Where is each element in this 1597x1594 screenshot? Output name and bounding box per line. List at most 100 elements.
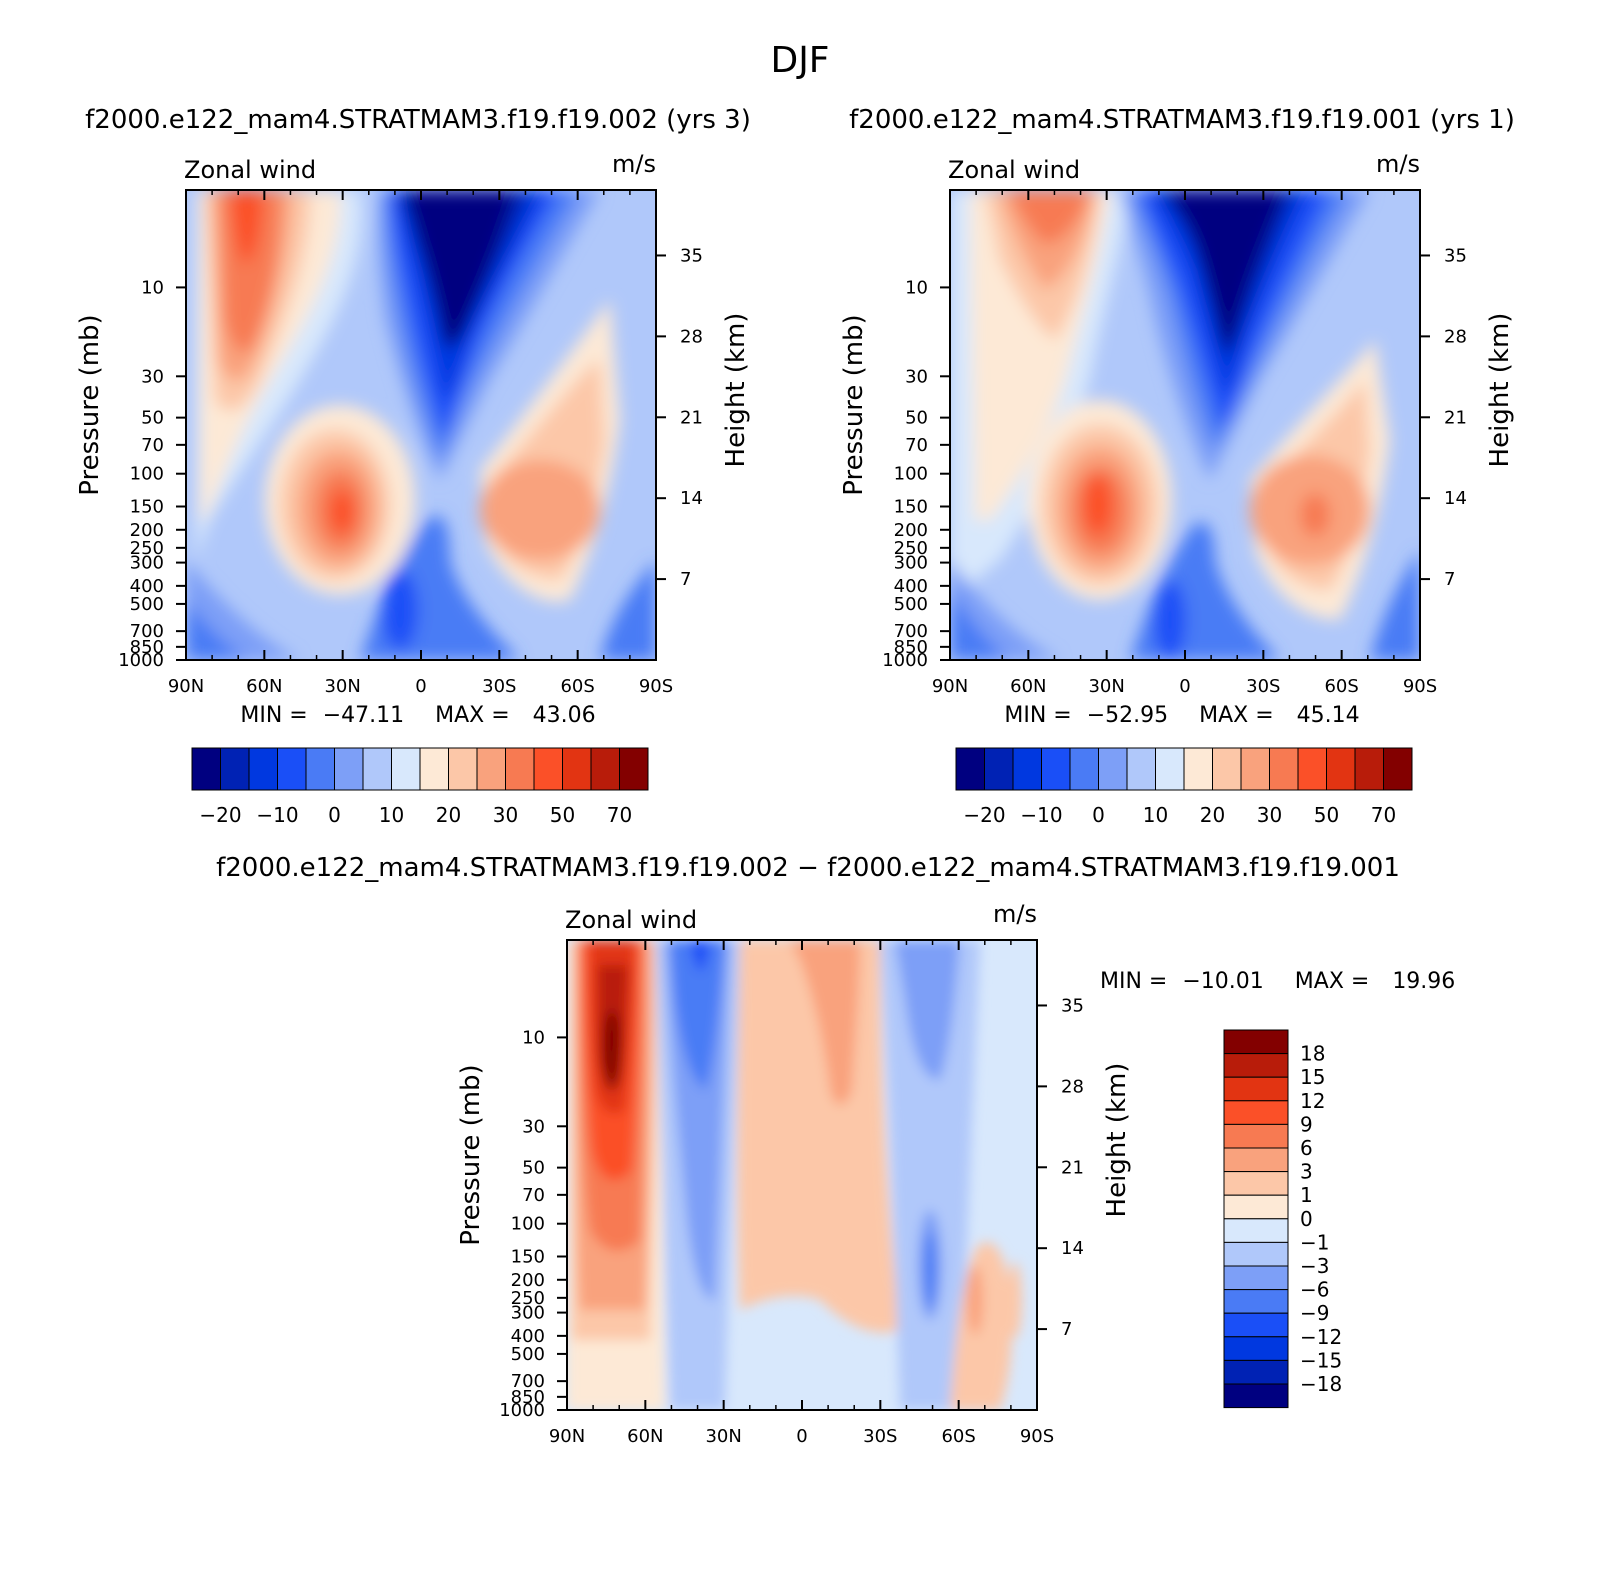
y-axis-label: Pressure (mb) (456, 1064, 486, 1245)
colorbar-box (1223, 1076, 1289, 1102)
x-tick-label: 90N (549, 1426, 585, 1447)
colorbar-box (1223, 1218, 1289, 1243)
y-right-tick-label: 7 (1061, 1319, 1072, 1340)
y-tick-label: 300 (894, 553, 928, 574)
y-right-tick-label: 14 (680, 488, 703, 509)
y-tick-label: 300 (511, 1303, 545, 1324)
axes: 90N 60N 30N 0 30S 60S 90S103050701001502002503… (75, 190, 751, 697)
colorbar-box (1223, 1194, 1289, 1220)
y-tick-label: 30 (905, 366, 928, 387)
colorbar-box (1098, 747, 1128, 791)
x-tick-label: 30S (1246, 676, 1280, 697)
y-tick-label: 400 (894, 576, 928, 597)
colorbar-box (1212, 747, 1242, 791)
colorbar-label: 70 (1371, 803, 1396, 827)
colorbar-box (1223, 1241, 1289, 1267)
colorbar-box (1383, 747, 1413, 791)
panel-title: f2000.e122_mam4.STRATMAM3.f19.f19.002 (y… (85, 105, 751, 135)
colorbar-box (1223, 1147, 1289, 1173)
colorbar-label: 50 (1314, 803, 1339, 827)
y-tick-label: 700 (511, 1371, 545, 1392)
colorbar-box (248, 747, 278, 791)
colorbar-label: −6 (1300, 1278, 1329, 1302)
colorbar-box (1354, 747, 1384, 791)
y-tick-label: 850 (894, 637, 928, 658)
colorbar-box (220, 747, 250, 791)
left-string: Zonal wind (565, 906, 697, 934)
y-tick-label: 150 (511, 1247, 545, 1268)
contour-field (567, 940, 1037, 1410)
y-tick-label: 1000 (882, 650, 928, 671)
colorbar-box (1183, 747, 1213, 791)
x-tick-label: 0 (1179, 676, 1190, 697)
colorbar-label: −1 (1300, 1230, 1329, 1254)
colorbar-box (1223, 1053, 1289, 1078)
x-tick-label: 60N (1010, 676, 1046, 697)
colorbar-label: 1 (1300, 1183, 1313, 1207)
colorbar-box (334, 747, 364, 791)
y-tick-label: 850 (130, 637, 164, 658)
y-right-tick-label: 35 (1061, 995, 1084, 1016)
y-right-tick-label: 7 (680, 569, 691, 590)
y-right-tick-label: 28 (680, 326, 703, 347)
colorbar-box (619, 747, 649, 791)
colorbar-box (476, 747, 506, 791)
panel-title: f2000.e122_mam4.STRATMAM3.f19.f19.001 (y… (849, 105, 1515, 135)
colorbar-box (505, 747, 535, 791)
y-tick-label: 500 (130, 594, 164, 615)
colorbar-label: −18 (1300, 1372, 1342, 1396)
left-string: Zonal wind (948, 156, 1080, 184)
stats-line: MIN = −47.11 MAX = 43.06 (240, 703, 595, 728)
y-tick-label: 500 (511, 1344, 545, 1365)
colorbar-box (1012, 747, 1042, 791)
colorbar-label: 3 (1300, 1160, 1313, 1184)
x-tick-label: 90S (1403, 676, 1437, 697)
y-tick-label: 70 (141, 435, 164, 456)
colorbar-label: 20 (1200, 803, 1225, 827)
y-right-tick-label: 35 (1444, 245, 1467, 266)
x-tick-label: 90N (932, 676, 968, 697)
colorbar: −20 −10 0 10 20 30 50 70 (191, 747, 649, 827)
y-tick-label: 100 (894, 464, 928, 485)
colorbar-label: −20 (199, 803, 241, 827)
colorbar-box (1126, 747, 1156, 791)
colorbar-label: 70 (607, 803, 632, 827)
axes: 90N 60N 30N 0 30S 60S 90S103050701001502002503… (456, 940, 1132, 1447)
x-tick-label: 0 (796, 1426, 807, 1447)
x-tick-label: 30S (863, 1426, 897, 1447)
y-right-tick-label: 28 (1061, 1076, 1084, 1097)
y-tick-label: 700 (130, 621, 164, 642)
colorbar-label: 9 (1300, 1112, 1313, 1136)
colorbar-label: 0 (1300, 1207, 1313, 1231)
x-tick-label: 30N (1088, 676, 1124, 697)
panel-title: f2000.e122_mam4.STRATMAM3.f19.f19.002 − … (216, 853, 1400, 883)
colorbar-box (419, 747, 449, 791)
y-tick-label: 700 (894, 621, 928, 642)
x-tick-label: 60S (560, 676, 594, 697)
colorbar-label: 50 (550, 803, 575, 827)
stats-line: MIN = −10.01 MAX = 19.96 (1100, 969, 1455, 994)
panel-diff: f2000.e122_mam4.STRATMAM3.f19.f19.002 − … (216, 853, 1455, 1447)
colorbar-box (590, 747, 620, 791)
colorbar-box (1223, 1100, 1289, 1125)
y-right-tick-label: 21 (1061, 1157, 1084, 1178)
colorbar-box (1223, 1265, 1289, 1291)
colorbar-box (1069, 747, 1099, 791)
colorbar-box (533, 747, 563, 791)
colorbar-label: −10 (256, 803, 298, 827)
colorbar-label: −9 (1300, 1301, 1329, 1325)
colorbar-label: 0 (1092, 803, 1105, 827)
y-right-tick-label: 28 (1444, 326, 1467, 347)
y-tick-label: 150 (130, 497, 164, 518)
x-tick-label: 30N (324, 676, 360, 697)
right-string: m/s (1376, 150, 1420, 178)
y-tick-label: 50 (141, 408, 164, 429)
axes: 90N 60N 30N 0 30S 60S 90S103050701001502002503… (839, 190, 1515, 697)
x-tick-label: 30N (705, 1426, 741, 1447)
y-tick-label: 400 (511, 1326, 545, 1347)
colorbar-label: 12 (1300, 1089, 1325, 1113)
y-tick-label: 400 (130, 576, 164, 597)
y-right-tick-label: 35 (680, 245, 703, 266)
colorbar-box (1223, 1336, 1289, 1361)
